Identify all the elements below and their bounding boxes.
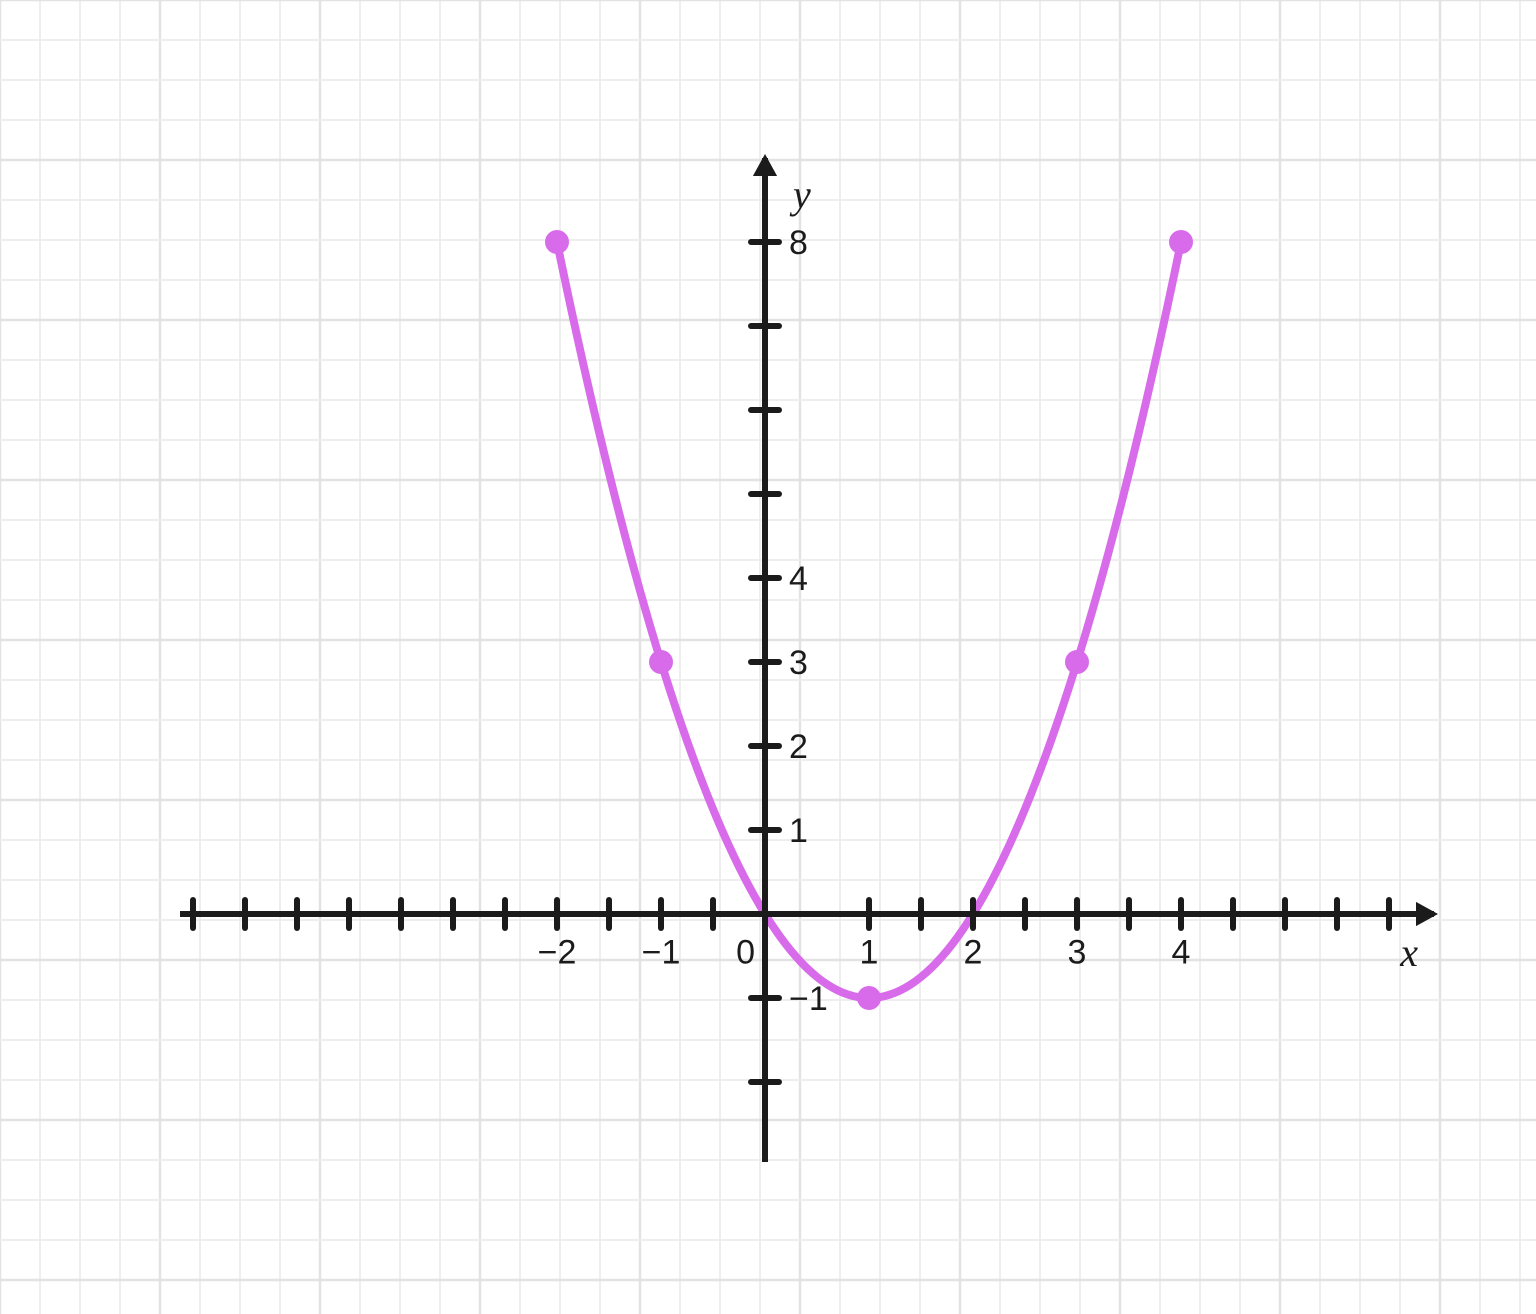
data-point	[649, 650, 673, 674]
y-tick-label: −1	[789, 980, 828, 1018]
parabola-chart: −2 −1 0 1 2 3 4 −1 1 2 3 4 8 y x	[0, 0, 1536, 1314]
x-tick-label: 1	[860, 934, 879, 972]
y-tick-label: 1	[789, 812, 808, 850]
data-point	[545, 230, 569, 254]
data-point	[1065, 650, 1089, 674]
y-tick-label: 3	[789, 644, 808, 682]
x-tick-label: 2	[964, 934, 983, 972]
y-axis-label: y	[789, 172, 811, 217]
data-point	[857, 986, 881, 1010]
x-tick-label: 0	[736, 934, 755, 972]
data-point	[1169, 230, 1193, 254]
chart-stage: −2 −1 0 1 2 3 4 −1 1 2 3 4 8 y x	[0, 0, 1536, 1314]
x-tick-label: −2	[538, 934, 577, 972]
x-tick-label: −1	[642, 934, 681, 972]
x-tick-label: 3	[1068, 934, 1087, 972]
x-axis-label: x	[1399, 930, 1418, 975]
y-tick-label: 8	[789, 224, 808, 262]
x-tick-label: 4	[1172, 934, 1191, 972]
y-tick-label: 4	[789, 560, 808, 598]
y-tick-label: 2	[789, 728, 808, 766]
